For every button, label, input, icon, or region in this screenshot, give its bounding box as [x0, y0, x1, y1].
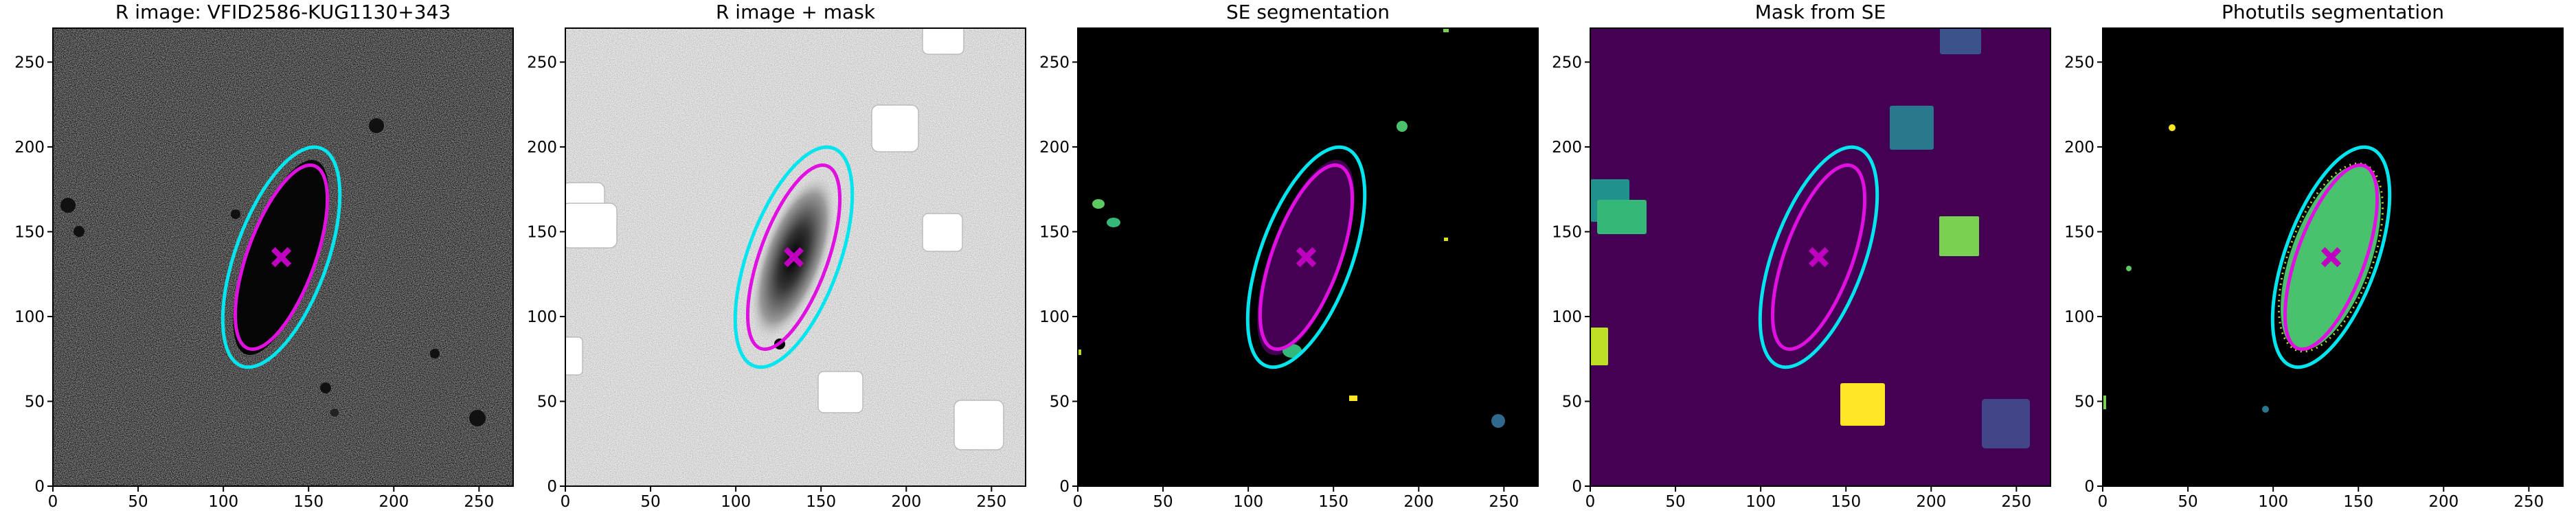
x-tick-label: 0: [48, 493, 58, 511]
y-tick-label: 50: [1050, 393, 1070, 411]
x-tick-label: 250: [976, 493, 1006, 511]
aperture-ellipse: [1758, 145, 1879, 369]
x-tick-label: 150: [1831, 493, 1861, 511]
center-marker: [271, 247, 292, 268]
aperture-ellipse: [233, 163, 330, 351]
y-tick-label: 250: [1039, 54, 1070, 71]
panel-title: R image + mask: [716, 1, 876, 23]
x-tick-label: 200: [2428, 493, 2459, 511]
y-tick-label: 50: [25, 393, 45, 411]
y-tick-label: 200: [1552, 139, 1582, 157]
x-tick-label: 150: [1318, 493, 1348, 511]
center-marker: [783, 247, 804, 268]
x-tick-label: 0: [1585, 493, 1596, 511]
panel-title: Mask from SE: [1755, 1, 1886, 23]
aperture-ellipse: [2270, 145, 2392, 369]
y-tick-label: 100: [2064, 308, 2094, 326]
y-tick-label: 200: [1039, 139, 1070, 157]
x-tick-label: 150: [806, 493, 836, 511]
x-tick-label: 250: [2001, 493, 2031, 511]
aperture-ellipse: [745, 163, 842, 351]
x-tick-label: 250: [1489, 493, 1519, 511]
aperture-ellipse: [1258, 163, 1355, 351]
x-tick-label: 250: [2513, 493, 2544, 511]
y-tick-label: 150: [2064, 223, 2094, 241]
y-tick-label: 150: [527, 223, 557, 241]
y-tick-label: 100: [1039, 308, 1070, 326]
y-tick-label: 150: [1552, 223, 1582, 241]
x-tick-label: 100: [2258, 493, 2288, 511]
x-tick-label: 150: [2343, 493, 2373, 511]
y-tick-label: 200: [527, 139, 557, 157]
x-tick-label: 50: [1153, 493, 1173, 511]
x-tick-label: 0: [561, 493, 571, 511]
x-tick-label: 200: [1403, 493, 1434, 511]
panel-title: SE segmentation: [1226, 1, 1390, 23]
y-tick-label: 0: [1572, 478, 1582, 496]
y-tick-label: 250: [1552, 54, 1582, 71]
x-tick-label: 200: [891, 493, 921, 511]
y-tick-label: 50: [1562, 393, 1582, 411]
y-tick-label: 50: [537, 393, 557, 411]
aperture-ellipse: [1770, 163, 1867, 351]
aperture-ellipse: [1245, 145, 1367, 369]
x-tick-label: 250: [464, 493, 494, 511]
y-tick-label: 250: [527, 54, 557, 71]
y-tick-label: 50: [2075, 393, 2094, 411]
y-tick-label: 0: [2084, 478, 2094, 496]
y-tick-label: 0: [1059, 478, 1070, 496]
x-tick-label: 0: [2098, 493, 2108, 511]
x-tick-label: 100: [1745, 493, 1776, 511]
x-tick-label: 50: [2178, 493, 2197, 511]
y-tick-label: 200: [2064, 139, 2094, 157]
x-tick-label: 150: [293, 493, 324, 511]
axes-frame: [52, 27, 514, 487]
x-tick-label: 50: [1665, 493, 1685, 511]
y-tick-label: 100: [1552, 308, 1582, 326]
y-tick-label: 0: [34, 478, 45, 496]
aperture-ellipse: [2283, 163, 2380, 351]
axes-frame: [565, 27, 1026, 487]
x-tick-label: 100: [721, 493, 751, 511]
y-tick-label: 100: [527, 308, 557, 326]
axes-frame: [1590, 27, 2051, 487]
axes-frame: [2102, 27, 2564, 487]
x-tick-label: 50: [640, 493, 660, 511]
y-tick-label: 250: [2064, 54, 2094, 71]
y-tick-label: 100: [14, 308, 45, 326]
y-tick-label: 0: [547, 478, 557, 496]
panel-title: R image: VFID2586-KUG1130+343: [115, 1, 451, 23]
x-tick-label: 50: [128, 493, 148, 511]
image-se-seg: [1078, 28, 1538, 486]
y-tick-label: 150: [1039, 223, 1070, 241]
axes-frame: [1077, 27, 1539, 487]
center-marker: [1296, 247, 1317, 268]
x-tick-label: 200: [1916, 493, 1946, 511]
y-tick-label: 150: [14, 223, 45, 241]
y-tick-label: 200: [14, 139, 45, 157]
center-marker: [2320, 247, 2342, 268]
x-tick-label: 100: [208, 493, 238, 511]
center-marker: [1808, 247, 1829, 268]
x-tick-label: 0: [1073, 493, 1083, 511]
panel-title: Photutils segmentation: [2222, 1, 2444, 23]
y-tick-label: 250: [14, 54, 45, 71]
x-tick-label: 200: [379, 493, 409, 511]
x-tick-label: 100: [1233, 493, 1263, 511]
aperture-ellipse: [221, 145, 342, 369]
aperture-ellipse: [733, 145, 855, 369]
